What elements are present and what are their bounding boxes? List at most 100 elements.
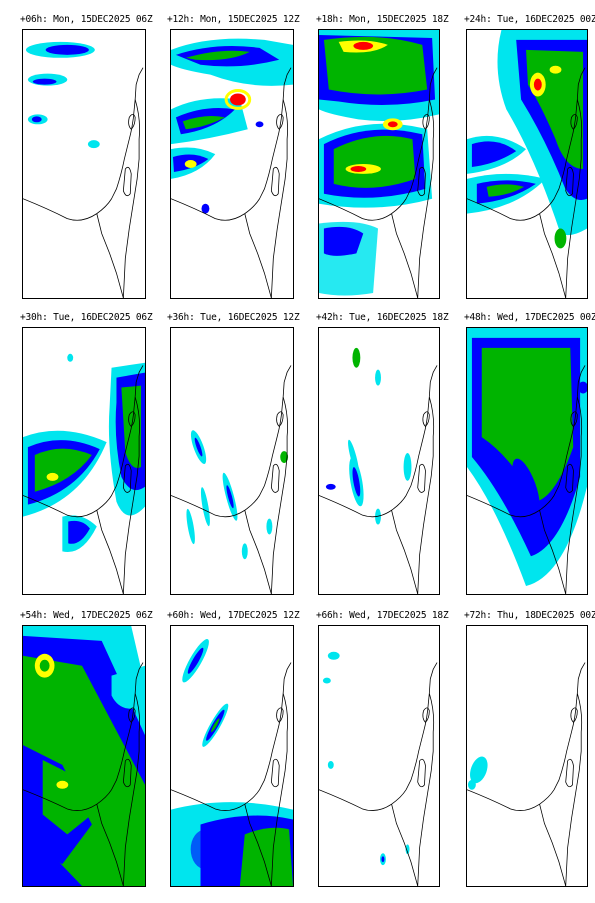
forecast-map-24h (466, 29, 588, 299)
coastline-segment-1 (576, 67, 586, 100)
coastline-segment-1 (428, 662, 438, 694)
coastline-segment-1 (134, 67, 144, 100)
coastline-segment-3 (122, 396, 140, 594)
coastline-segment-2 (244, 213, 272, 298)
map-svg-72h (467, 662, 586, 886)
coastline-segment-5 (565, 166, 574, 197)
forecast-map-66h (318, 625, 440, 887)
coastline-segment-0 (467, 99, 578, 221)
coastline-24h (467, 67, 586, 298)
precip-field-66h (322, 651, 410, 866)
coastline-12h (171, 67, 292, 298)
coastline-segment-4 (570, 411, 578, 428)
coastline-segment-0 (23, 693, 136, 811)
coastline-segment-5 (565, 463, 574, 493)
forecast-map-42h (318, 327, 440, 595)
precip-field-72h (467, 756, 488, 790)
panel-title-18h: +18h: Mon, 15DEC2025 18Z (316, 14, 449, 25)
coastline-36h (171, 365, 292, 594)
precip-field-12h (171, 38, 293, 214)
coastline-segment-2 (391, 804, 419, 886)
coastline-segment-3 (270, 396, 288, 594)
coastline-segment-4 (422, 113, 430, 130)
panel-title-36h: +36h: Tue, 16DEC2025 12Z (167, 312, 300, 323)
coastline-segment-0 (23, 99, 136, 221)
map-svg-24h (467, 30, 587, 298)
coastline-segment-5 (270, 758, 280, 788)
precip-field-60h (171, 639, 293, 886)
coastline-segment-0 (171, 396, 284, 518)
coastline-segment-5 (122, 166, 132, 197)
coastline-segment-3 (270, 99, 288, 298)
map-svg-54h (23, 626, 145, 886)
coastline-segment-5 (270, 166, 280, 197)
coastline-segment-2 (539, 804, 567, 886)
coastline-segment-3 (565, 99, 583, 298)
precip-field-18h (319, 30, 439, 296)
coastline-segment-3 (565, 396, 583, 594)
coastline-segment-0 (467, 396, 578, 518)
coastline-segment-1 (282, 662, 292, 694)
precip-field-42h (325, 347, 412, 525)
forecast-map-06h (22, 29, 146, 299)
coastline-segment-0 (171, 99, 284, 221)
coastline-segment-4 (570, 113, 578, 130)
coastline-segment-3 (417, 396, 435, 594)
coastline-42h (319, 365, 438, 594)
panel-title-24h: +24h: Tue, 16DEC2025 00Z (464, 14, 595, 25)
coastline-segment-2 (391, 510, 419, 594)
coastline-segment-1 (428, 67, 438, 100)
panel-title-42h: +42h: Tue, 16DEC2025 18Z (316, 312, 449, 323)
coastline-segment-5 (417, 758, 426, 788)
coastline-segment-1 (282, 67, 292, 100)
coastline-segment-4 (276, 707, 284, 723)
coastline-segment-4 (128, 411, 136, 428)
coastline-segment-2 (96, 510, 124, 594)
panel-title-72h: +72h: Thu, 18DEC2025 00Z (464, 610, 595, 621)
panel-title-66h: +66h: Wed, 17DEC2025 18Z (316, 610, 449, 621)
coastline-segment-3 (270, 693, 288, 886)
coastline-segment-5 (270, 463, 280, 493)
coastline-segment-2 (96, 213, 124, 298)
forecast-map-72h (466, 625, 588, 887)
coastline-segment-4 (128, 113, 136, 130)
coastline-segment-5 (565, 758, 574, 788)
coastline-54h (23, 662, 144, 886)
coastline-segment-5 (122, 758, 132, 788)
panel-title-06h: +06h: Mon, 15DEC2025 06Z (20, 14, 153, 25)
coastline-30h (23, 365, 144, 594)
map-svg-18h (319, 30, 439, 298)
coastline-segment-4 (128, 707, 136, 723)
coastline-48h (467, 365, 586, 594)
coastline-segment-1 (134, 365, 144, 397)
forecast-map-54h (22, 625, 146, 887)
coastline-60h (171, 662, 292, 886)
coastline-segment-3 (122, 693, 140, 886)
map-svg-60h (171, 639, 293, 886)
coastline-segment-2 (391, 213, 419, 298)
coastline-segment-1 (576, 365, 586, 397)
coastline-segment-4 (422, 707, 430, 723)
coastline-72h (467, 662, 586, 886)
coastline-segment-1 (576, 662, 586, 694)
coastline-segment-0 (319, 693, 430, 811)
coastline-segment-4 (570, 707, 578, 723)
coastline-segment-2 (96, 804, 124, 886)
forecast-map-48h (466, 327, 588, 595)
precip-field-54h (23, 626, 145, 886)
precip-field-30h (23, 353, 145, 553)
map-svg-06h (23, 41, 144, 298)
map-svg-36h (171, 365, 292, 594)
coastline-segment-1 (282, 365, 292, 397)
coastline-segment-4 (276, 113, 284, 130)
coastline-segment-3 (565, 693, 583, 886)
forecast-map-18h (318, 29, 440, 299)
coastline-segment-5 (122, 463, 132, 493)
coastline-segment-2 (539, 510, 567, 594)
coastline-segment-2 (244, 804, 272, 886)
forecast-map-30h (22, 327, 146, 595)
forecast-map-12h (170, 29, 294, 299)
coastline-segment-1 (428, 365, 438, 397)
precip-field-24h (467, 30, 587, 249)
